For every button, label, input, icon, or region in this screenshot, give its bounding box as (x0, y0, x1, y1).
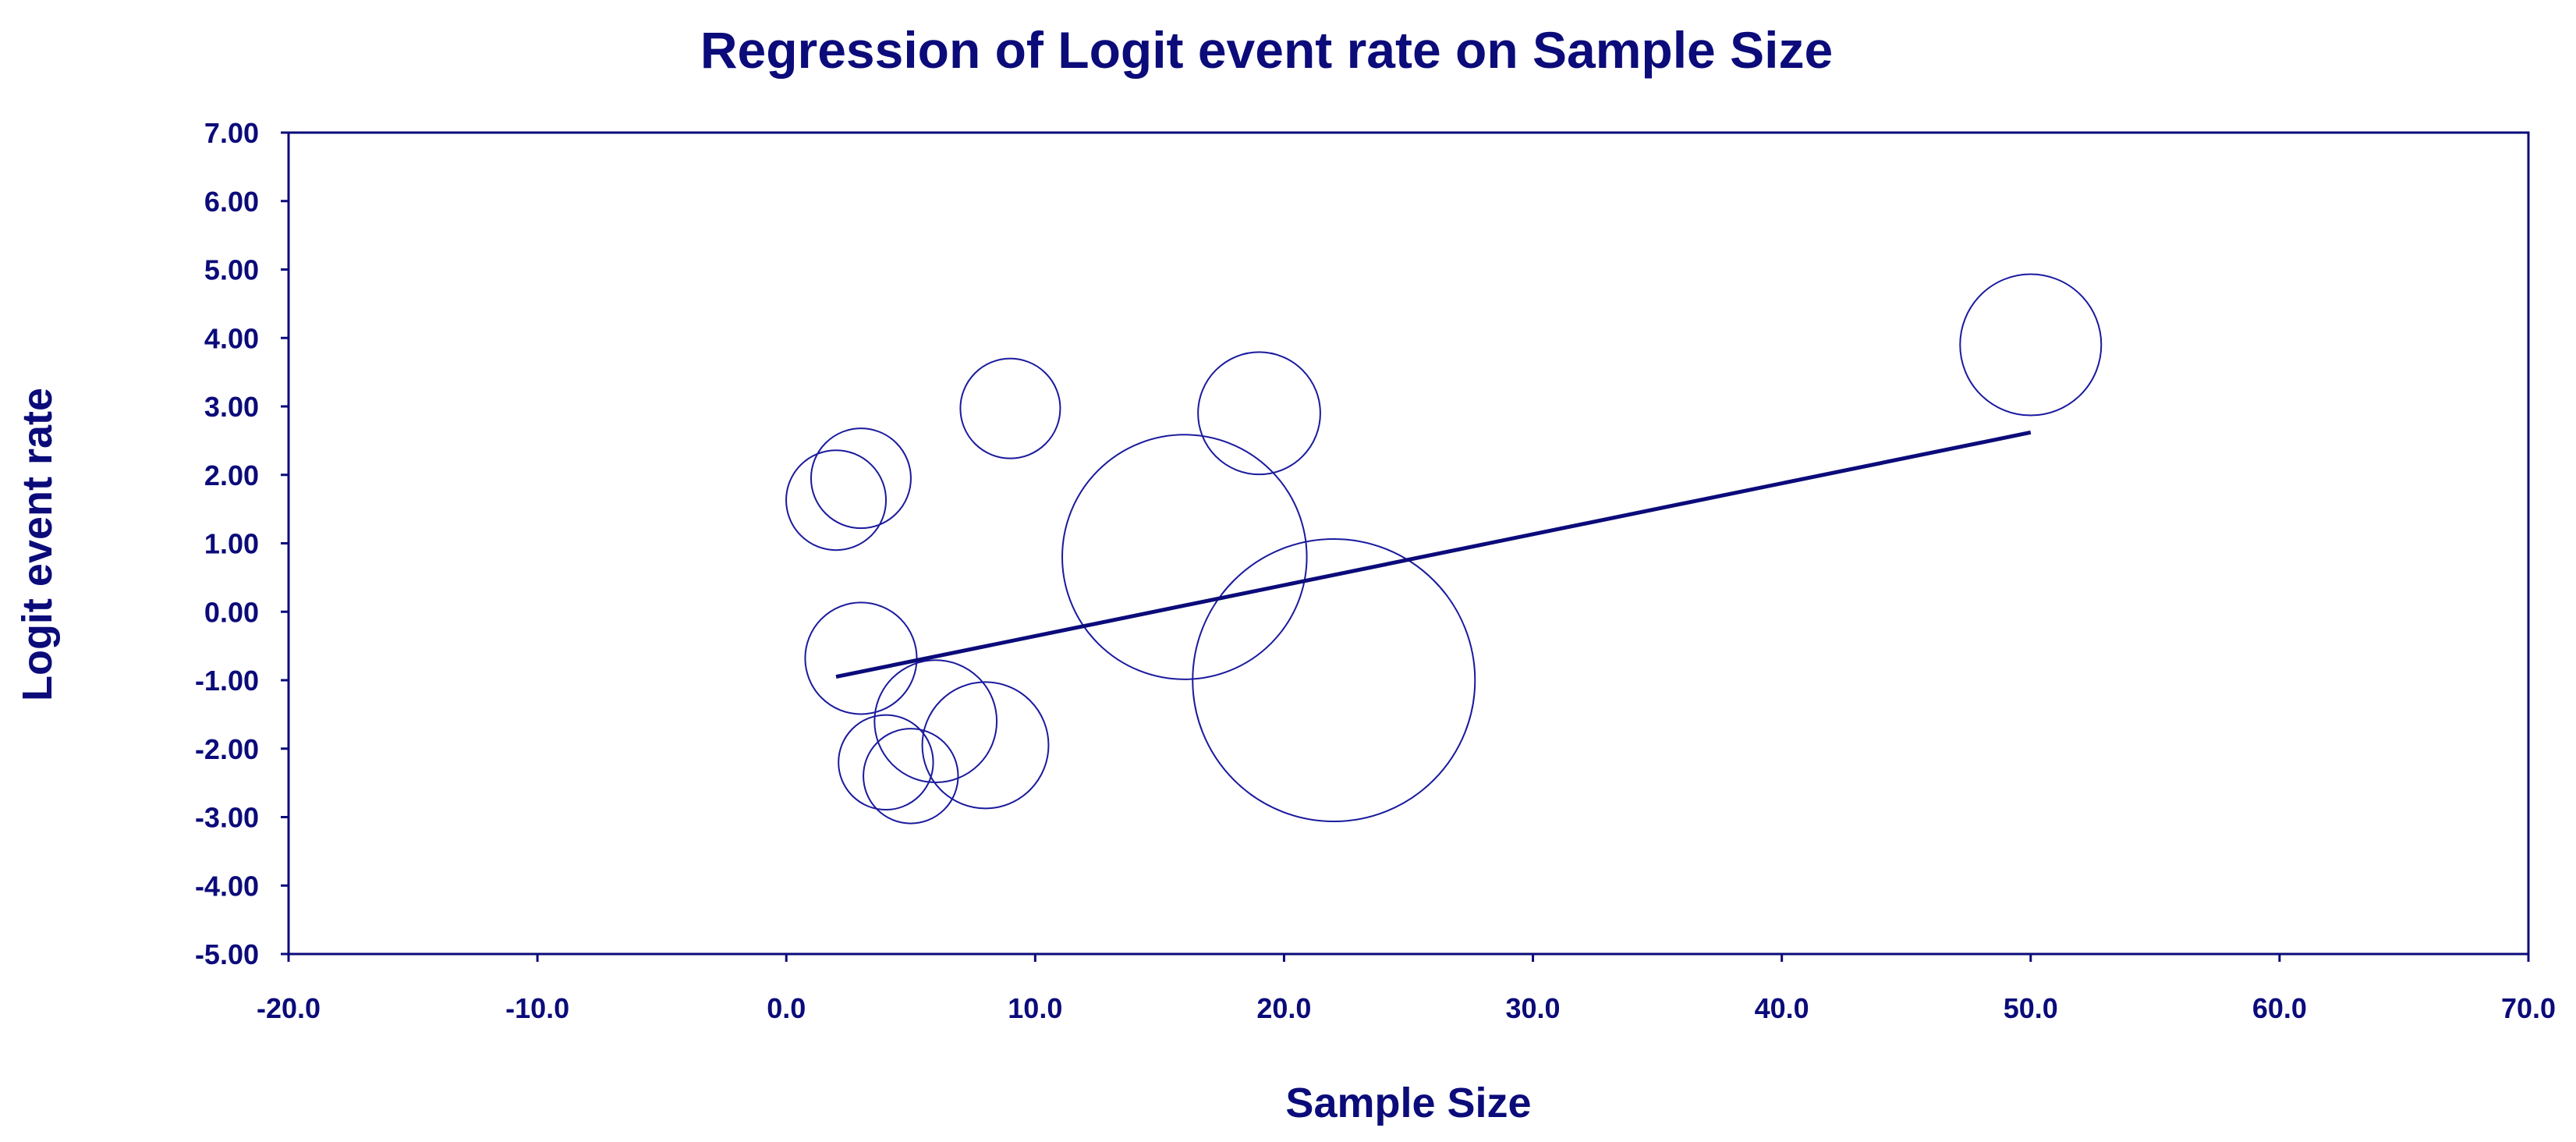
x-tick-label: 70.0 (2501, 992, 2556, 1024)
y-tick-label: 2.00 (204, 459, 259, 491)
y-tick-label: -4.00 (195, 870, 259, 902)
study-marker (1061, 434, 1308, 680)
study-marker (804, 601, 918, 715)
x-tick-label: -10.0 (505, 992, 569, 1024)
x-tick-label: 60.0 (2252, 992, 2307, 1024)
x-tick-label: 40.0 (1755, 992, 1809, 1024)
study-marker (921, 681, 1050, 810)
study-marker (810, 427, 912, 530)
y-tick-label: 5.00 (204, 254, 259, 286)
y-tick-label: 1.00 (204, 528, 259, 560)
chart-title: Regression of Logit event rate on Sample… (700, 21, 1833, 79)
y-tick-label: -5.00 (195, 938, 259, 970)
y-axis-label: Logit event rate (14, 388, 61, 701)
x-tick-label: -20.0 (257, 992, 321, 1024)
y-tick-label: -3.00 (195, 802, 259, 834)
y-tick-label: -2.00 (195, 733, 259, 765)
y-tick-label: 6.00 (204, 186, 259, 218)
study-marker (838, 714, 934, 811)
study-marker (959, 357, 1061, 459)
regression-line (835, 430, 2032, 679)
y-tick-label: -1.00 (195, 665, 259, 697)
x-tick-label: 20.0 (1256, 992, 1311, 1024)
plot-area (287, 131, 2530, 956)
x-tick-label: 50.0 (2004, 992, 2058, 1024)
x-tick-label: 30.0 (1506, 992, 1561, 1024)
study-marker (863, 728, 959, 825)
x-axis: -20.0 -10.0 0.0 10.0 20.0 30.0 40.0 50.0 60.0 70.… (257, 954, 2556, 1024)
study-markers (785, 273, 2103, 825)
y-tick-label: 3.00 (204, 391, 259, 423)
study-marker (873, 659, 998, 784)
study-marker (1192, 537, 1476, 823)
x-tick-label: 0.0 (767, 992, 806, 1024)
regression-line-group (835, 430, 2032, 679)
x-axis-label: Sample Size (1285, 1080, 1531, 1126)
study-marker (1197, 351, 1321, 476)
y-tick-label: 7.00 (204, 117, 259, 149)
y-axis: 7.00 6.00 5.00 4.00 3.00 2.00 1.00 0.00 -1.00 -2.… (195, 117, 289, 970)
y-tick-label: 4.00 (204, 322, 259, 354)
study-marker (1959, 273, 2103, 417)
x-tick-label: 10.0 (1008, 992, 1062, 1024)
study-marker (785, 449, 888, 551)
y-tick-label: 0.00 (204, 596, 259, 628)
